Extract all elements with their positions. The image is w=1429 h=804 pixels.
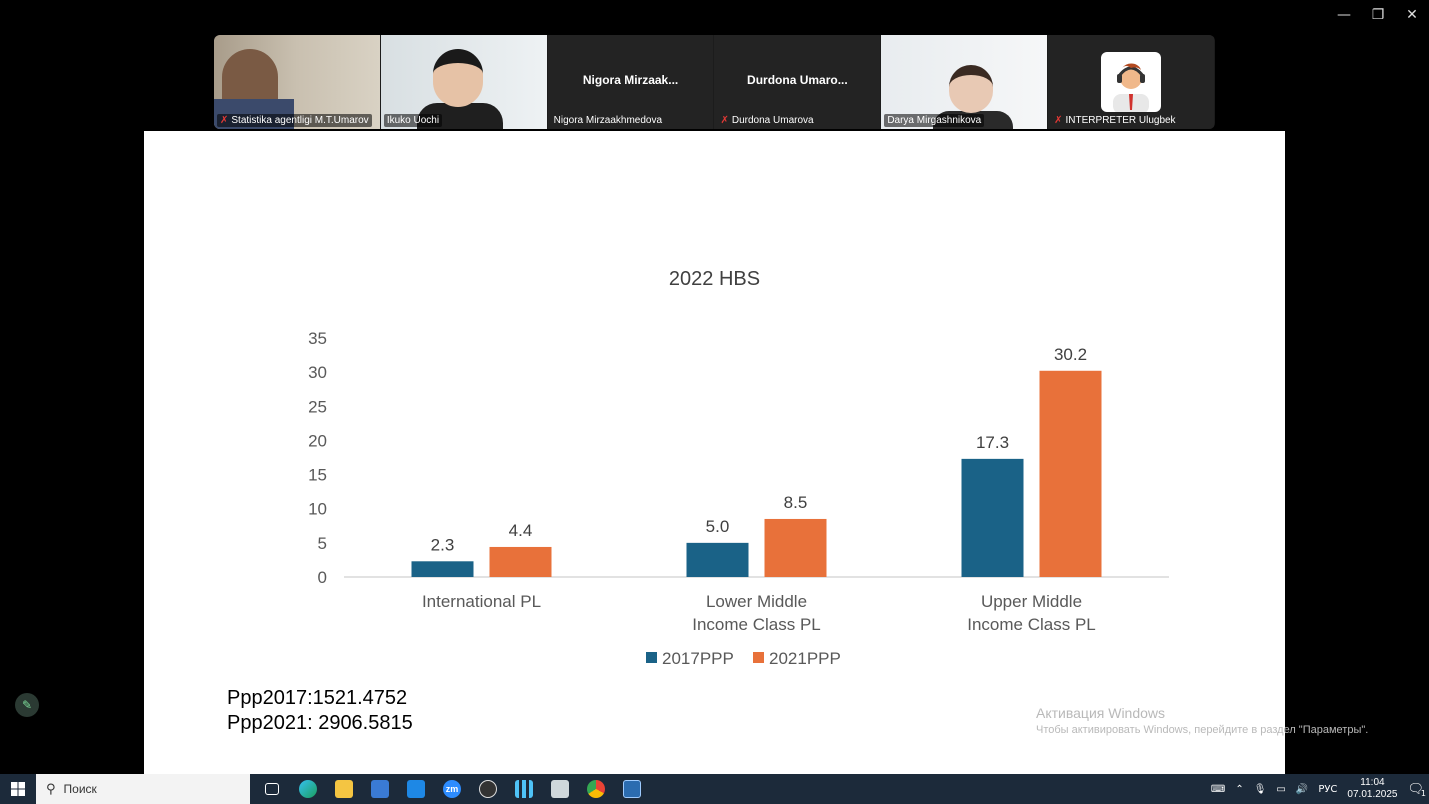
y-tick-label: 20 [308, 431, 327, 450]
data-label: 8.5 [784, 493, 808, 512]
x-tick-label: Upper Middle [981, 592, 1082, 611]
participant-label: ✗ Durdona Umarova [717, 114, 816, 127]
participant-label: Ikuko Uochi [383, 114, 443, 127]
mail-icon[interactable] [398, 774, 434, 804]
window-controls: — ❐ ✕ [1327, 0, 1429, 30]
muted-mic-icon: ✗ [720, 115, 729, 126]
participant-name: Durdona Umarova [731, 115, 814, 126]
muted-mic-icon: ✗ [1054, 115, 1063, 126]
activation-watermark-title: Активация Windows [1036, 705, 1166, 721]
x-tick-label: Income Class PL [692, 615, 821, 634]
data-label: 2.3 [431, 535, 455, 554]
edge-icon[interactable] [290, 774, 326, 804]
participant-name: Darya Mirgashnikova [887, 115, 982, 126]
bar-2021ppp [764, 518, 827, 577]
taskbar-search[interactable]: ⚲ Поиск [36, 774, 250, 804]
data-label: 4.4 [509, 521, 533, 540]
minimize-button[interactable]: — [1337, 7, 1351, 23]
participant-tile[interactable]: ✗ INTERPRETER Ulugbek [1048, 35, 1214, 129]
system-tray: ⌨ ⌃ 🎙 ▭ 🔊 РУС 11:04 07.01.2025 🗨 1 [1206, 774, 1429, 804]
notes-app-icon[interactable] [614, 774, 650, 804]
data-label: 30.2 [1054, 345, 1087, 364]
legend-label: 2017PPP [662, 649, 734, 668]
interpreter-avatar [1101, 52, 1162, 112]
network-app-icon[interactable] [542, 774, 578, 804]
clock-date: 07.01.2025 [1347, 789, 1398, 800]
chrome-icon[interactable] [578, 774, 614, 804]
search-icon: ⚲ [46, 781, 56, 797]
y-tick-label: 10 [308, 500, 327, 519]
bar-2017ppp [961, 458, 1024, 577]
start-button[interactable] [0, 774, 36, 804]
keyboard-icon[interactable]: ⌨ [1210, 783, 1226, 795]
activation-watermark-text: Чтобы активировать Windows, перейдите в … [1036, 724, 1369, 736]
volume-icon[interactable]: 🔊 [1295, 783, 1309, 795]
apps-grid-icon[interactable] [506, 774, 542, 804]
task-view-icon[interactable] [254, 774, 290, 804]
participant-video [214, 35, 380, 129]
taskbar-apps: zm [254, 774, 650, 804]
x-tick-label: Income Class PL [967, 615, 1096, 634]
language-indicator[interactable]: РУС [1318, 783, 1338, 795]
participant-label: ✗ Statistika agentligi M.T.Umarov [217, 114, 372, 127]
participant-tile[interactable]: ✗ Statistika agentligi M.T.Umarov [214, 35, 380, 129]
clock[interactable]: 11:04 07.01.2025 [1342, 774, 1402, 804]
chart-title: 2022 HBS [668, 268, 761, 290]
windows-logo-icon [11, 782, 25, 796]
participant-tile[interactable]: Darya Mirgashnikova [881, 35, 1048, 129]
ppp2021-note: Ppp2021: 2906.5815 [227, 712, 413, 734]
participant-name: Ikuko Uochi [386, 115, 440, 126]
y-tick-label: 0 [318, 568, 327, 587]
bar-2017ppp [686, 542, 749, 577]
taskbar: ⚲ Поиск zm ⌨ ⌃ 🎙 ▭ 🔊 РУС 11:04 07.01. [0, 774, 1429, 804]
x-tick-label: Lower Middle [706, 592, 807, 611]
participant-name: Nigora Mirzaakhmedova [553, 115, 663, 126]
close-button[interactable]: ✕ [1406, 7, 1418, 23]
muted-mic-icon: ✗ [220, 115, 229, 126]
notification-count: 1 [1420, 789, 1426, 798]
restore-button[interactable]: ❐ [1371, 7, 1385, 23]
y-tick-label: 5 [318, 534, 327, 553]
data-label: 5.0 [706, 517, 730, 536]
y-tick-label: 15 [308, 466, 327, 485]
network-icon[interactable]: ▭ [1276, 783, 1286, 795]
file-explorer-icon[interactable] [326, 774, 362, 804]
participant-tile-active-speaker[interactable]: Ikuko Uochi [380, 35, 547, 129]
zoom-icon[interactable]: zm [434, 774, 470, 804]
participant-name: INTERPRETER Ulugbek [1065, 115, 1176, 126]
clock-time: 11:04 [1360, 777, 1385, 788]
x-tick-label: International PL [422, 592, 541, 611]
participant-display-name: Durdona Umaro... [747, 73, 848, 87]
y-tick-label: 30 [308, 363, 327, 382]
participant-tile[interactable]: Durdona Umaro... ✗ Durdona Umarova [714, 35, 881, 129]
search-placeholder: Поиск [63, 782, 97, 796]
participant-label: Darya Mirgashnikova [884, 114, 985, 127]
bar-2021ppp [1039, 370, 1102, 577]
ppp2017-note: Ppp2017:1521.4752 [227, 687, 408, 709]
data-label: 17.3 [976, 433, 1009, 452]
bar-2017ppp [411, 561, 474, 577]
participant-name: Statistika agentligi M.T.Umarov [231, 115, 369, 126]
participant-display-name: Nigora Mirzaak... [582, 73, 679, 87]
legend-label: 2021PPP [769, 649, 841, 668]
participant-strip: ✗ Statistika agentligi M.T.Umarov Ikuko U… [214, 35, 1215, 129]
notification-icon[interactable]: 🗨 1 [1407, 781, 1426, 799]
annotate-pen-icon[interactable]: ✎ [15, 693, 39, 717]
microphone-icon[interactable]: 🎙 [1253, 783, 1267, 795]
y-tick-label: 25 [308, 397, 327, 416]
bar-chart: 0 5 10 15 20 25 30 35 2.3 4.4 International PL 5.0 8… [308, 329, 1169, 668]
participant-tile[interactable]: Nigora Mirzaak... Nigora Mirzaakhmedova [547, 35, 714, 129]
obs-icon[interactable] [470, 774, 506, 804]
participant-label: ✗ INTERPRETER Ulugbek [1051, 114, 1178, 127]
chevron-up-icon[interactable]: ⌃ [1235, 783, 1244, 795]
legend-swatch [646, 652, 657, 663]
store-icon[interactable] [362, 774, 398, 804]
bar-2021ppp [489, 546, 552, 577]
y-tick-label: 35 [308, 329, 327, 348]
participant-label: Nigora Mirzaakhmedova [551, 114, 665, 127]
shared-slide: 2022 HBS 0 5 10 15 20 25 30 35 2.3 4.4 Internation… [144, 131, 1368, 774]
legend-swatch [753, 652, 764, 663]
